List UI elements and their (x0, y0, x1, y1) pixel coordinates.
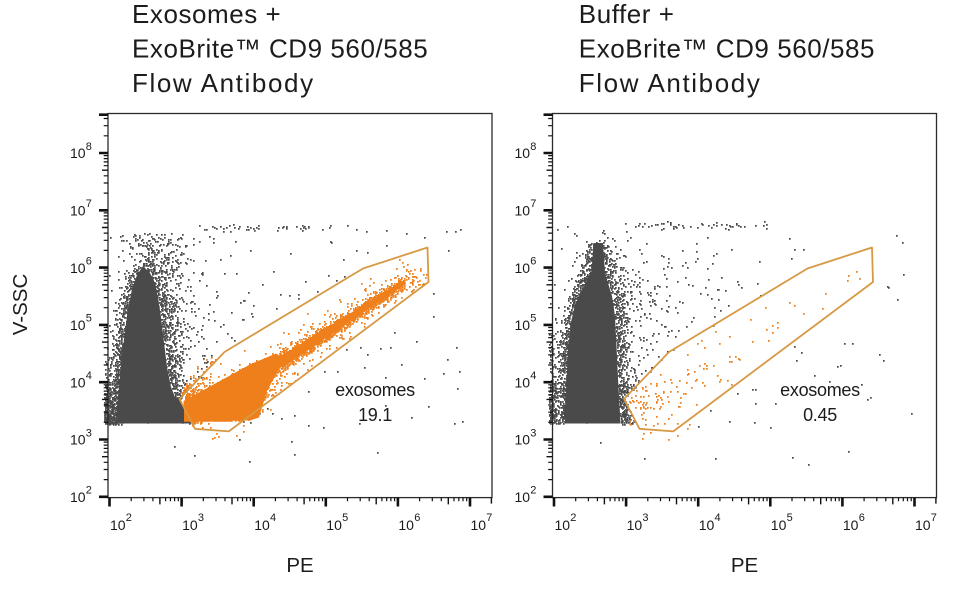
svg-text:19.1: 19.1 (358, 405, 392, 425)
svg-text:Exosomes +: Exosomes + (132, 0, 281, 29)
svg-text:2: 2 (530, 485, 536, 497)
svg-text:exosomes: exosomes (335, 380, 415, 400)
svg-text:6: 6 (86, 255, 92, 267)
svg-text:10: 10 (515, 203, 531, 219)
svg-text:6: 6 (414, 512, 420, 524)
svg-text:10: 10 (515, 432, 531, 448)
svg-text:5: 5 (342, 512, 348, 524)
svg-text:10: 10 (515, 489, 531, 505)
svg-text:10: 10 (70, 432, 86, 448)
svg-text:10: 10 (70, 489, 86, 505)
svg-text:4: 4 (270, 512, 276, 524)
svg-text:10: 10 (515, 374, 531, 390)
svg-text:3: 3 (642, 512, 648, 524)
svg-text:5: 5 (86, 313, 92, 325)
svg-text:10: 10 (398, 517, 414, 533)
svg-text:10: 10 (70, 317, 86, 333)
svg-text:PE: PE (286, 554, 313, 577)
svg-text:4: 4 (530, 370, 536, 382)
svg-text:6: 6 (530, 255, 536, 267)
svg-text:2: 2 (570, 512, 576, 524)
svg-text:Flow Antibody: Flow Antibody (132, 68, 315, 98)
svg-text:10: 10 (471, 517, 487, 533)
svg-text:10: 10 (70, 203, 86, 219)
svg-text:10: 10 (771, 517, 787, 533)
svg-text:exosomes: exosomes (780, 380, 860, 400)
svg-text:10: 10 (326, 517, 342, 533)
svg-text:7: 7 (931, 512, 937, 524)
svg-text:10: 10 (843, 517, 859, 533)
svg-text:PE: PE (731, 554, 758, 577)
svg-text:10: 10 (699, 517, 715, 533)
svg-text:10: 10 (515, 317, 531, 333)
svg-text:4: 4 (715, 512, 721, 524)
svg-text:Flow Antibody: Flow Antibody (579, 68, 762, 98)
svg-text:2: 2 (86, 485, 92, 497)
svg-text:10: 10 (915, 517, 931, 533)
svg-text:7: 7 (486, 512, 492, 524)
svg-text:5: 5 (787, 512, 793, 524)
svg-text:10: 10 (515, 260, 531, 276)
svg-text:10: 10 (555, 517, 571, 533)
svg-text:7: 7 (86, 198, 92, 210)
svg-text:10: 10 (70, 260, 86, 276)
svg-text:10: 10 (254, 517, 270, 533)
svg-text:ExoBrite™ CD9 560/585: ExoBrite™ CD9 560/585 (579, 34, 875, 64)
svg-text:3: 3 (530, 427, 536, 439)
svg-text:0.45: 0.45 (803, 405, 837, 425)
svg-text:8: 8 (86, 141, 92, 153)
svg-text:7: 7 (530, 198, 536, 210)
svg-text:10: 10 (515, 145, 531, 161)
svg-text:2: 2 (126, 512, 132, 524)
svg-text:3: 3 (198, 512, 204, 524)
svg-text:6: 6 (859, 512, 865, 524)
svg-text:4: 4 (86, 370, 92, 382)
svg-text:V-SSC: V-SSC (9, 274, 32, 336)
svg-text:10: 10 (627, 517, 643, 533)
svg-text:10: 10 (110, 517, 126, 533)
svg-text:10: 10 (70, 374, 86, 390)
svg-text:10: 10 (70, 145, 86, 161)
svg-text:5: 5 (530, 313, 536, 325)
svg-text:ExoBrite™ CD9 560/585: ExoBrite™ CD9 560/585 (132, 34, 428, 64)
svg-text:10: 10 (182, 517, 198, 533)
svg-text:8: 8 (530, 141, 536, 153)
svg-text:Buffer +: Buffer + (579, 0, 675, 29)
svg-text:3: 3 (86, 427, 92, 439)
